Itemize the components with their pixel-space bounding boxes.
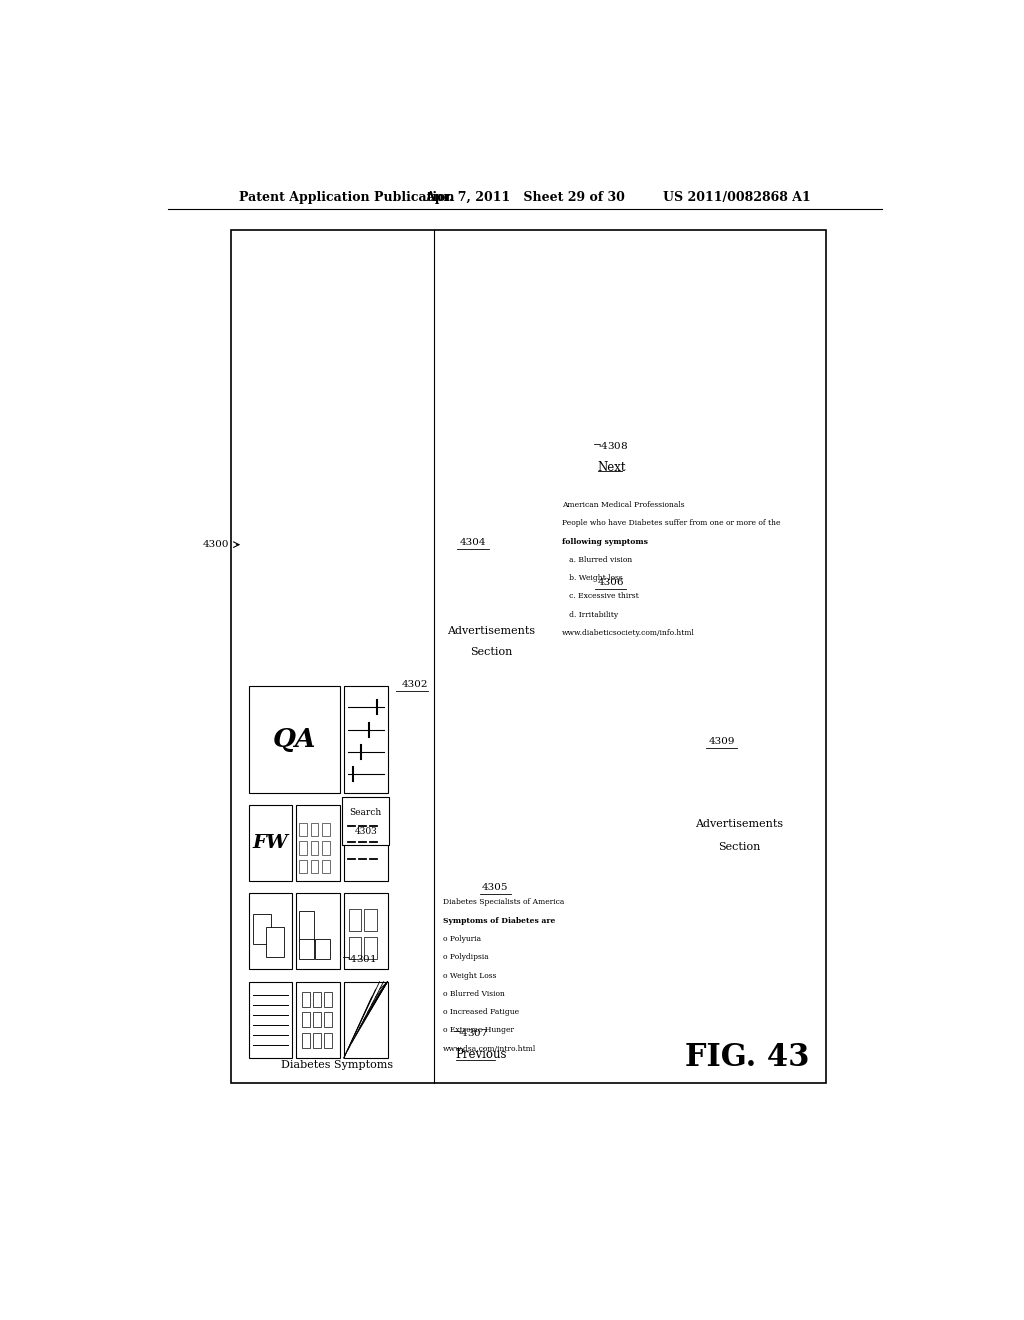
Text: a. Blurred vision: a. Blurred vision [562,556,633,564]
Bar [299,939,313,960]
Bar [348,908,361,931]
Text: o Polyuria: o Polyuria [443,935,481,942]
Bar [231,230,826,1084]
Bar [249,982,292,1057]
Bar [296,894,340,969]
Text: Diabetes Symptoms: Diabetes Symptoms [281,1060,393,1071]
Text: o Weight Loss: o Weight Loss [443,972,497,979]
Bar [348,937,361,960]
Bar [310,841,318,854]
Bar [344,805,387,880]
Bar [249,686,340,792]
Bar [344,894,387,969]
Text: $\neg$4307: $\neg$4307 [452,1027,488,1038]
Bar [310,859,318,873]
Text: $\neg$4308: $\neg$4308 [592,440,629,450]
Bar [253,913,270,944]
Bar [310,824,318,837]
Bar [296,805,340,880]
Bar [249,894,292,969]
Text: Patent Application Publication: Patent Application Publication [240,190,455,203]
Text: Previous: Previous [456,1048,507,1061]
Bar [266,927,284,957]
Text: b. Weight loss: b. Weight loss [562,574,623,582]
Text: Section: Section [470,647,513,657]
Bar [299,859,307,873]
Bar [313,1012,321,1027]
Bar [324,1032,332,1048]
Text: Apr. 7, 2011   Sheet 29 of 30: Apr. 7, 2011 Sheet 29 of 30 [425,190,625,203]
Bar [249,805,292,880]
Text: o Blurred Vision: o Blurred Vision [443,990,505,998]
Text: People who have Diabetes suffer from one or more of the: People who have Diabetes suffer from one… [562,519,780,527]
Bar [313,991,321,1007]
Bar [365,908,377,931]
Bar [324,1012,332,1027]
Bar [322,824,330,837]
Text: o Polydipsia: o Polydipsia [443,953,488,961]
Text: American Medical Professionals: American Medical Professionals [562,500,685,510]
Text: FIG. 43: FIG. 43 [685,1043,809,1073]
Bar [322,859,330,873]
Bar [344,982,387,1057]
Text: FW: FW [253,834,289,851]
Bar [299,824,307,837]
Bar [324,991,332,1007]
Bar [299,911,313,941]
Bar [296,982,340,1057]
Text: 4304: 4304 [460,537,486,546]
Text: 4305: 4305 [482,883,509,892]
Text: 4306: 4306 [597,578,624,587]
Text: US 2011/0082868 A1: US 2011/0082868 A1 [663,190,811,203]
Text: Symptoms of Diabetes are: Symptoms of Diabetes are [443,916,555,924]
Bar [313,1032,321,1048]
Text: o Extreme Hunger: o Extreme Hunger [443,1027,514,1035]
Text: Advertisements: Advertisements [447,626,536,636]
Bar [299,841,307,854]
Bar [302,1032,309,1048]
Text: 4309: 4309 [709,737,735,746]
Text: Section: Section [718,842,760,851]
Text: QA: QA [272,727,316,752]
Text: o Increased Fatigue: o Increased Fatigue [443,1008,519,1016]
Bar [315,939,330,960]
Text: 4302: 4302 [402,680,428,689]
Text: Next: Next [598,461,627,474]
Text: Search: Search [349,808,382,817]
Text: d. Irritability: d. Irritability [562,611,618,619]
Text: 4303: 4303 [354,826,377,836]
Text: 4300: 4300 [203,540,228,549]
Bar [302,1012,309,1027]
Text: Advertisements: Advertisements [695,820,783,829]
Text: following symptoms: following symptoms [562,537,648,545]
Bar [322,841,330,854]
Bar [342,797,389,846]
Bar [344,686,387,792]
Text: c. Excessive thirst: c. Excessive thirst [562,593,639,601]
Text: $\neg$4301: $\neg$4301 [341,953,377,964]
Text: www.dsa.com/intro.html: www.dsa.com/intro.html [443,1044,537,1053]
Text: www.diabeticsociety.com/info.html: www.diabeticsociety.com/info.html [562,630,695,638]
Text: Diabetes Specialists of America: Diabetes Specialists of America [443,899,564,907]
Bar [365,937,377,960]
Bar [302,991,309,1007]
